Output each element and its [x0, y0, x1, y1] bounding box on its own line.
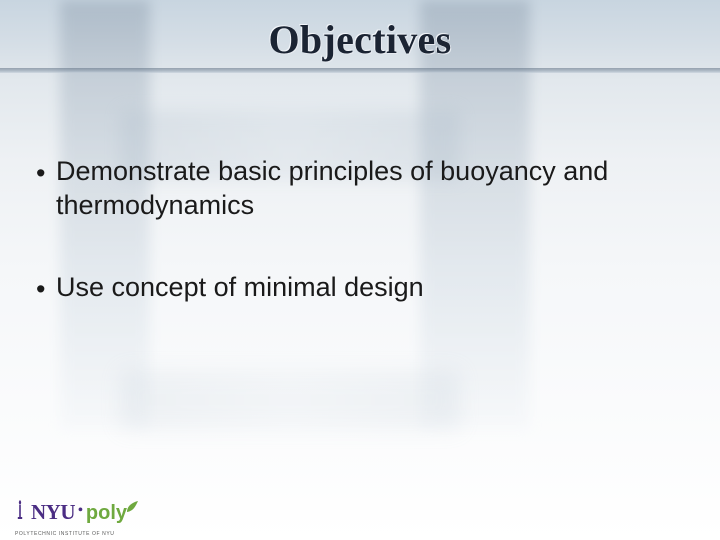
background-band-floor [120, 370, 460, 430]
separator-dot-icon: • [78, 503, 83, 519]
list-item: • Demonstrate basic principles of buoyan… [36, 155, 680, 223]
torch-icon [14, 499, 26, 526]
slide: Objectives • Demonstrate basic principle… [0, 0, 720, 540]
title-underline [0, 68, 720, 73]
bullet-dot-icon: • [36, 271, 56, 307]
bullet-dot-icon: • [36, 155, 56, 223]
institute-caption: POLYTECHNIC INSTITUTE OF NYU [15, 531, 115, 537]
nyu-wordmark: NYU [31, 500, 75, 525]
bullet-list: • Demonstrate basic principles of buoyan… [36, 155, 680, 354]
bullet-text: Demonstrate basic principles of buoyancy… [56, 155, 680, 223]
nyu-poly-logo: NYU • poly [14, 499, 139, 526]
poly-wordmark: poly [86, 502, 127, 525]
list-item: • Use concept of minimal design [36, 271, 680, 307]
leaf-icon [125, 500, 139, 519]
bullet-text: Use concept of minimal design [56, 271, 680, 307]
slide-title: Objectives [0, 16, 720, 63]
